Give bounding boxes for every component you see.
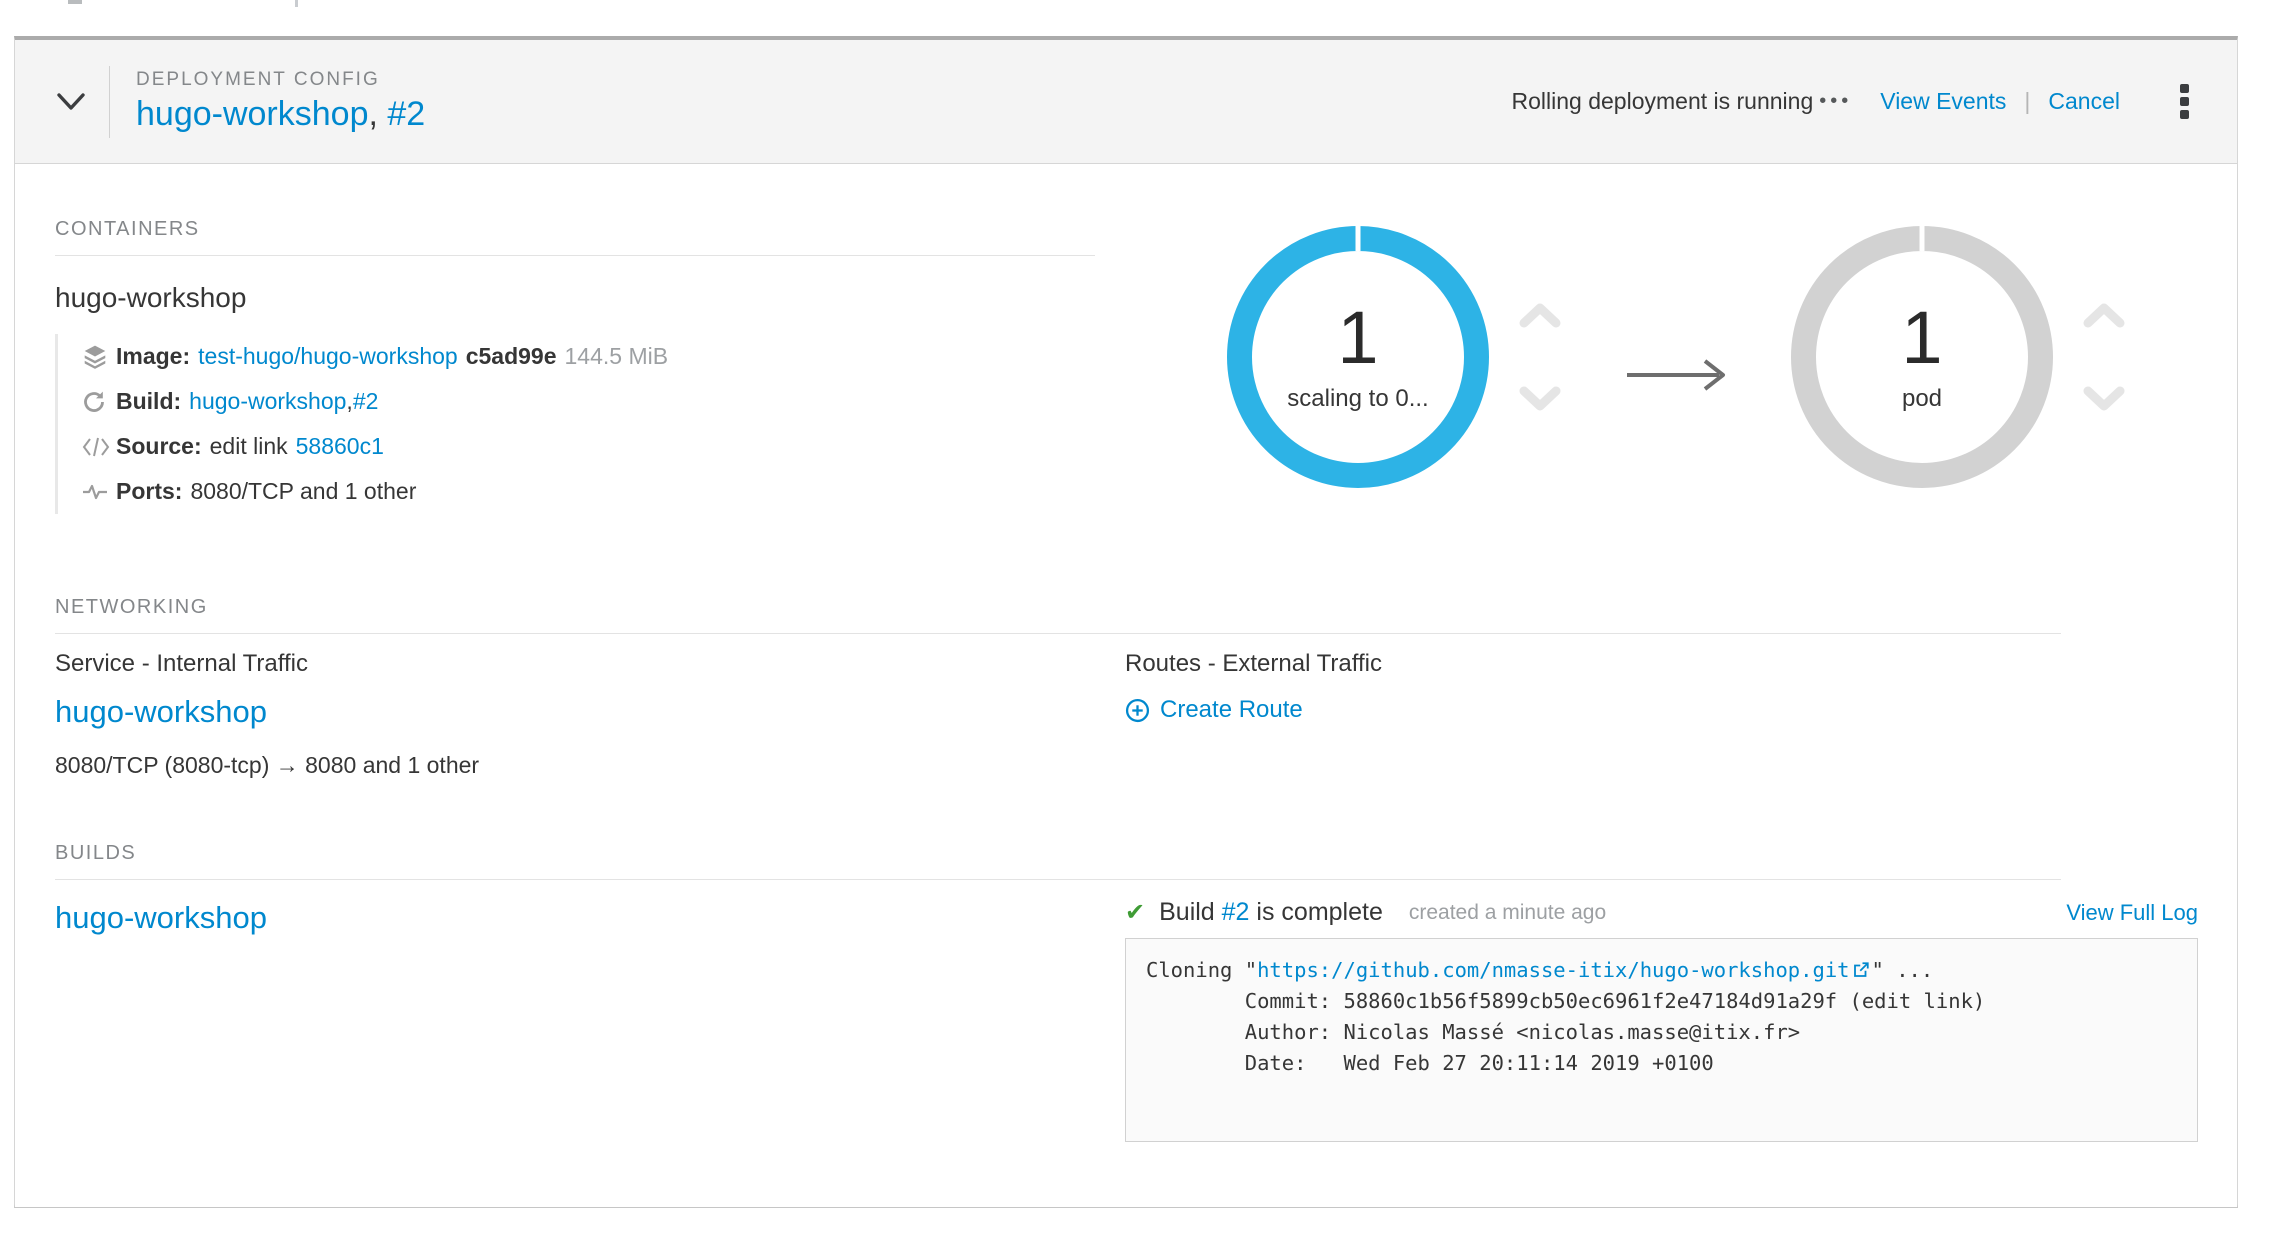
deployment-pod-caption: scaling to 0...	[1287, 385, 1429, 412]
source-text: edit link	[209, 433, 288, 459]
external-link-icon	[1853, 962, 1869, 977]
build-status-text: Build #2 is complete	[1159, 898, 1383, 927]
scale-stepper	[2083, 302, 2125, 412]
log-line-1: Cloning "https://github.com/nmasse-itix/…	[1146, 955, 2177, 986]
git-repo-link[interactable]: https://github.com/nmasse-itix/hugo-work…	[1257, 958, 1850, 982]
deployment-pod-donut: 1 scaling to 0...	[1227, 226, 1489, 488]
log-line-3: Author: Nicolas Massé <nicolas.masse@iti…	[1146, 1020, 1801, 1044]
collapse-chevron-icon[interactable]	[55, 91, 87, 113]
clipped-top-content	[68, 0, 82, 4]
image-tag: c5ad99e	[465, 343, 557, 369]
scale-up-icon[interactable]	[1519, 302, 1561, 328]
scale-down-icon[interactable]	[1519, 386, 1561, 412]
service-block: Service - Internal Traffic hugo-workshop…	[55, 650, 479, 779]
source-commit-link[interactable]: 58860c1	[295, 433, 384, 459]
service-link[interactable]: hugo-workshop	[55, 694, 267, 729]
previous-pod-donut: 1 pod	[1791, 226, 2053, 488]
panel-body: CONTAINERS hugo-workshop Image: test-hug…	[15, 164, 2237, 1207]
title-block: DEPLOYMENT CONFIG hugo-workshop, #2	[136, 69, 425, 134]
header-actions: Rolling deployment is running ••• View E…	[1512, 80, 2193, 123]
service-port-mapping: 8080/TCP (8080-tcp) → 8080 and 1 other	[55, 752, 480, 778]
ports-value: 8080/TCP and 1 other	[190, 478, 417, 504]
container-details: Image: test-hugo/hugo-workshop c5ad99e 1…	[55, 334, 1095, 514]
log-line-4: Date: Wed Feb 27 20:11:14 2019 +0100	[1146, 1051, 1714, 1075]
ports-label: Ports:	[116, 478, 183, 504]
donut-notch	[1919, 226, 1925, 251]
build-number-link[interactable]: #2	[1221, 898, 1250, 926]
log-clone-prefix: Cloning "	[1146, 958, 1258, 982]
build-row: Build: hugo-workshop , #2	[82, 379, 1095, 424]
image-label: Image:	[116, 343, 191, 369]
build-refresh-icon	[82, 388, 116, 416]
previous-pod-caption: pod	[1901, 385, 1943, 412]
image-size: 144.5 MiB	[564, 343, 669, 369]
rollout-arrow-icon	[1627, 359, 1725, 391]
image-link[interactable]: test-hugo/hugo-workshop	[198, 343, 458, 369]
image-row: Image: test-hugo/hugo-workshop c5ad99e 1…	[82, 334, 1095, 379]
scale-stepper	[1519, 302, 1561, 412]
source-label: Source:	[116, 433, 202, 459]
scale-up-icon[interactable]	[2083, 302, 2125, 328]
source-code-icon	[82, 433, 116, 461]
source-row: Source: edit link 58860c1	[82, 424, 1095, 469]
ports-row: Ports: 8080/TCP and 1 other	[82, 469, 1095, 514]
status-ellipsis-icon: •••	[1819, 90, 1853, 112]
build-config-link[interactable]: hugo-workshop	[55, 900, 267, 935]
container-name: hugo-workshop	[55, 282, 247, 313]
log-clone-suffix: " ...	[1871, 958, 1934, 982]
success-check-icon: ✔	[1125, 899, 1146, 926]
scale-down-icon[interactable]	[2083, 386, 2125, 412]
build-log-snippet: Cloning "https://github.com/nmasse-itix/…	[1125, 938, 2198, 1142]
section-rule	[55, 879, 2061, 880]
previous-pod-count: 1	[1901, 296, 1943, 379]
panel-header: DEPLOYMENT CONFIG hugo-workshop, #2 Roll…	[15, 40, 2237, 164]
networking-section-label: NETWORKING	[55, 596, 208, 618]
title-separator: ,	[368, 95, 388, 133]
image-layers-icon	[82, 343, 116, 371]
build-status-row: ✔ Build #2 is complete created a minute …	[1125, 898, 2198, 927]
create-route-link[interactable]: Create Route	[1125, 696, 1382, 724]
builds-section-label: BUILDS	[55, 842, 137, 864]
page-title: hugo-workshop, #2	[136, 95, 425, 134]
deployment-number-link[interactable]: #2	[387, 95, 426, 133]
build-link[interactable]: hugo-workshop	[189, 388, 347, 414]
section-rule	[55, 633, 2061, 634]
link-separator: |	[2024, 88, 2031, 114]
routes-heading: Routes - External Traffic	[1125, 650, 1382, 677]
containers-section: CONTAINERS hugo-workshop Image: test-hug…	[55, 218, 1095, 514]
resource-kind-label: DEPLOYMENT CONFIG	[136, 69, 380, 90]
routes-block: Routes - External Traffic Create Route	[1125, 650, 1382, 724]
header-divider	[109, 65, 110, 138]
build-word: Build	[1159, 898, 1222, 926]
service-heading: Service - Internal Traffic	[55, 650, 308, 677]
scaling-widget: 1 scaling to 0... 1 pod	[1227, 226, 2125, 488]
deployment-pod-count: 1	[1337, 296, 1379, 379]
build-sep: ,	[346, 388, 353, 414]
section-rule	[55, 255, 1095, 256]
build-created-timestamp: created a minute ago	[1408, 900, 1607, 924]
build-label: Build:	[116, 388, 182, 414]
build-config-block: hugo-workshop	[55, 900, 267, 936]
builds-section-header: BUILDS	[55, 842, 2061, 880]
build-state: is complete	[1249, 898, 1383, 926]
kebab-menu-icon[interactable]	[2176, 80, 2193, 123]
plus-circle-icon	[1125, 698, 1150, 722]
deployment-status-text: Rolling deployment is running	[1511, 88, 1814, 114]
containers-section-label: CONTAINERS	[55, 218, 200, 240]
donut-notch	[1355, 226, 1361, 251]
log-line-2: Commit: 58860c1b56f5899cb50ec6961f2e4718…	[1146, 989, 1986, 1013]
deployment-config-panel: DEPLOYMENT CONFIG hugo-workshop, #2 Roll…	[14, 36, 2238, 1208]
create-route-label: Create Route	[1160, 696, 1303, 723]
ports-pulse-icon	[82, 478, 116, 506]
networking-section-header: NETWORKING	[55, 596, 2061, 634]
view-events-link[interactable]: View Events	[1880, 88, 2007, 114]
build-number-link[interactable]: #2	[352, 388, 379, 414]
view-full-log-link[interactable]: View Full Log	[2066, 899, 2198, 925]
deployment-config-link[interactable]: hugo-workshop	[136, 95, 369, 133]
clipped-top-content	[295, 0, 298, 7]
cancel-link[interactable]: Cancel	[2048, 88, 2120, 114]
